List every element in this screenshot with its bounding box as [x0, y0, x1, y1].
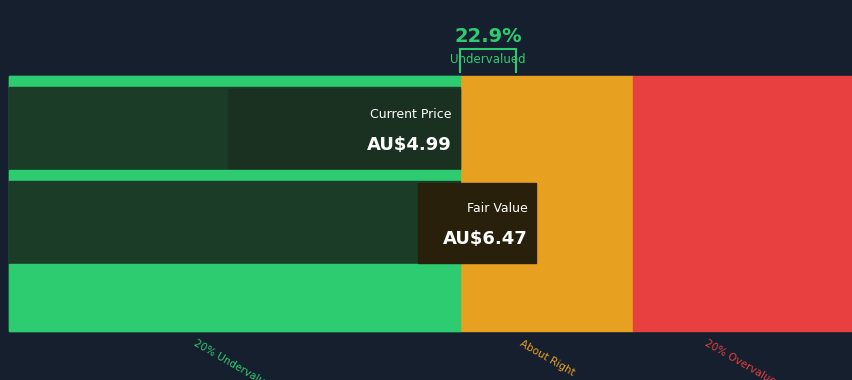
- Bar: [227, 89, 460, 168]
- Text: 20% Undervalued: 20% Undervalued: [192, 338, 277, 380]
- Bar: [9, 87, 460, 170]
- Bar: [9, 181, 460, 264]
- Text: Current Price: Current Price: [370, 108, 452, 121]
- Bar: [417, 183, 536, 263]
- Text: 20% Overvalued: 20% Overvalued: [702, 338, 782, 380]
- Text: About Right: About Right: [517, 338, 575, 378]
- Bar: [460, 76, 633, 331]
- Text: AU$6.47: AU$6.47: [442, 230, 527, 249]
- Bar: [9, 170, 460, 181]
- Bar: [9, 76, 460, 87]
- Text: AU$4.99: AU$4.99: [366, 136, 452, 154]
- Bar: [9, 76, 460, 331]
- Text: Undervalued: Undervalued: [450, 53, 525, 66]
- Bar: [633, 76, 852, 331]
- Bar: [9, 264, 460, 331]
- Text: 22.9%: 22.9%: [453, 27, 521, 46]
- Text: Fair Value: Fair Value: [467, 202, 527, 215]
